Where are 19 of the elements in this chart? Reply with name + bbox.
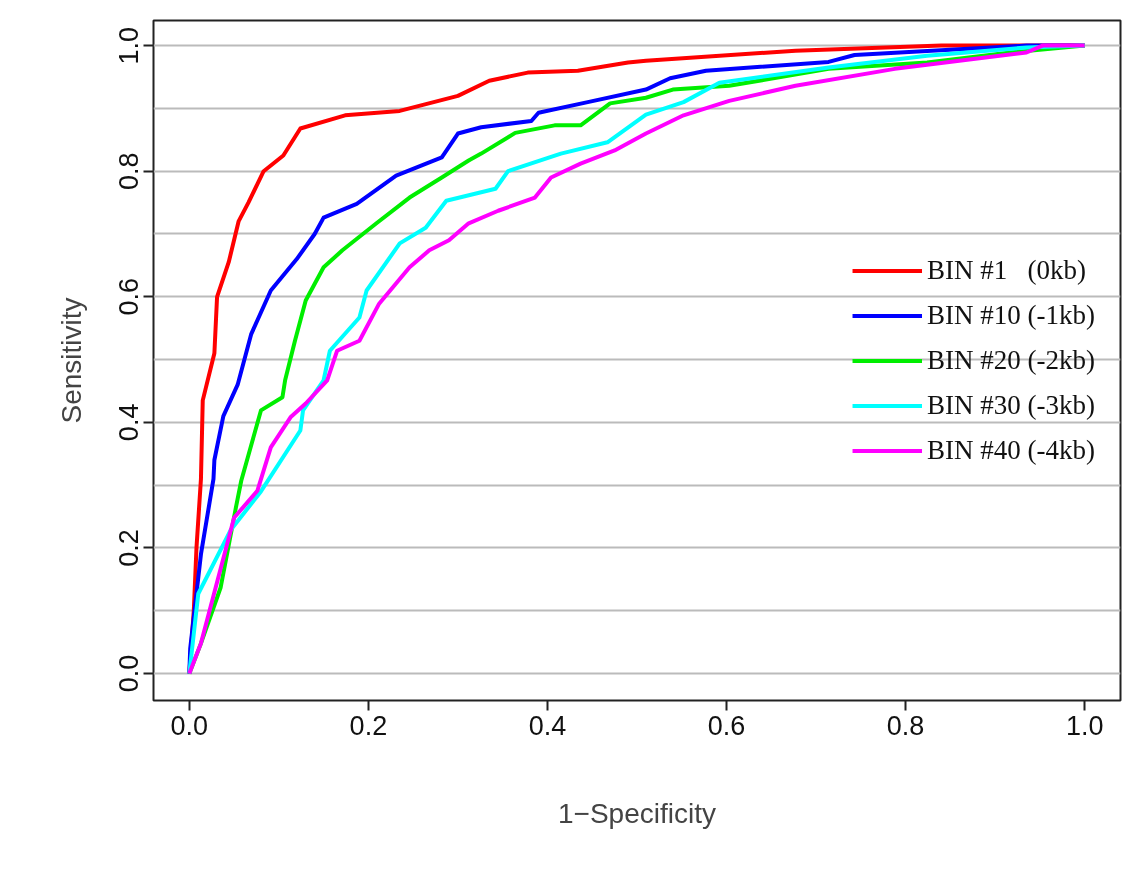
legend-label: BIN #1 (0kb) <box>927 254 1086 286</box>
y-tick-label: 0.2 <box>114 529 145 567</box>
y-tick-label: 0.6 <box>114 277 145 316</box>
legend-label: BIN #30 (-3kb) <box>927 389 1095 421</box>
y-tick-label: 0.8 <box>114 152 145 190</box>
y-tick-label: 1.0 <box>114 26 145 65</box>
x-tick-label: 1.0 <box>1065 710 1104 741</box>
x-tick-label: 0.6 <box>707 710 746 741</box>
legend-label: BIN #20 (-2kb) <box>927 344 1095 376</box>
x-tick-label: 0.2 <box>349 710 388 741</box>
x-tick-label: 0.4 <box>528 710 567 741</box>
y-axis-title: Sensitivity <box>55 297 87 424</box>
legend-label: BIN #10 (-1kb) <box>927 299 1095 331</box>
x-tick-label: 0.8 <box>886 710 925 741</box>
y-tick-label: 0.0 <box>114 654 145 693</box>
x-axis-title: 1−Specificity <box>558 797 716 829</box>
y-tick-label: 0.4 <box>114 403 145 442</box>
x-tick-label: 0.0 <box>170 710 209 741</box>
legend-label: BIN #40 (-4kb) <box>927 434 1095 466</box>
